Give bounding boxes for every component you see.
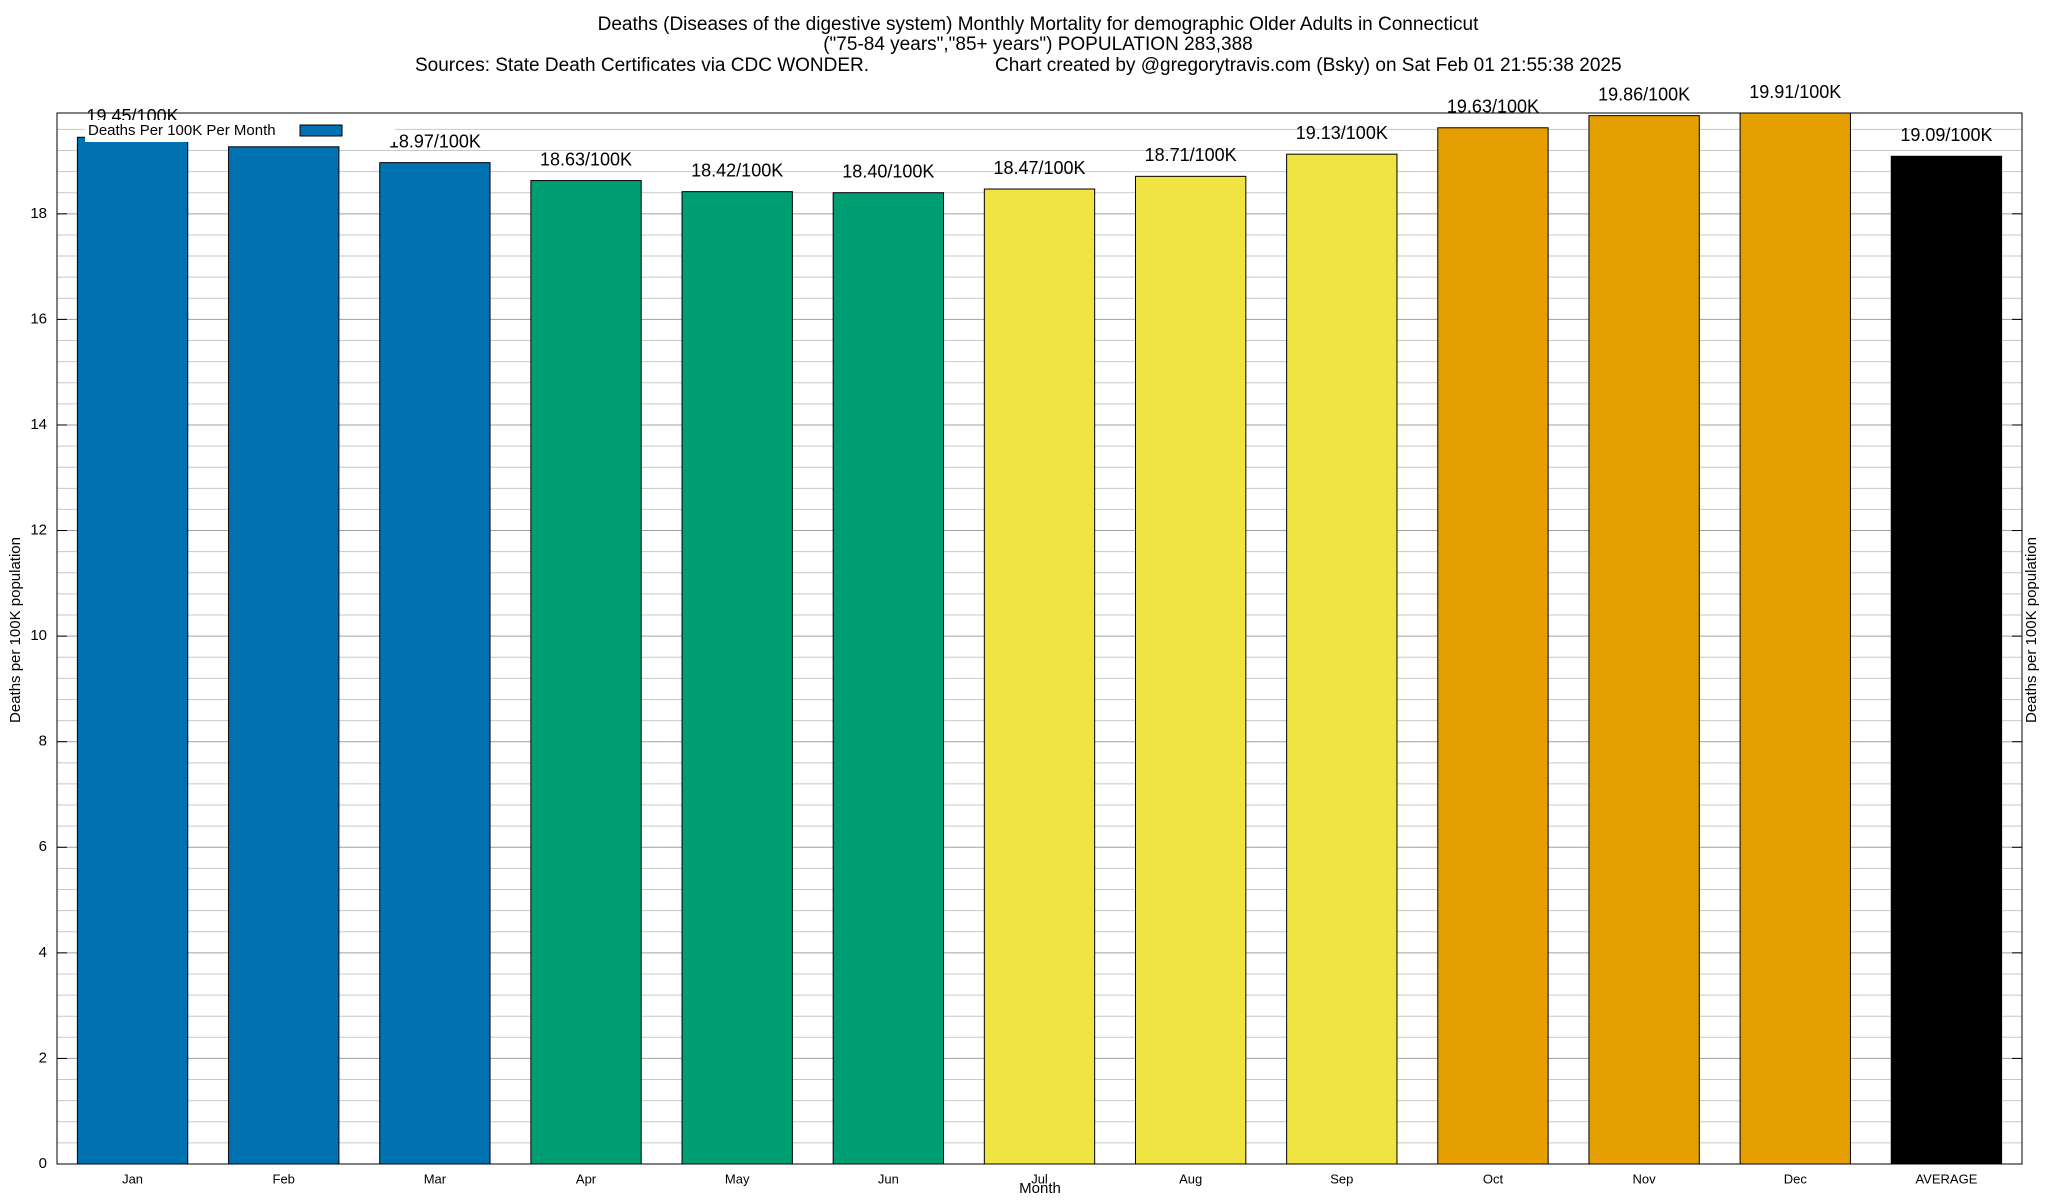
x-tick-label: AVERAGE <box>1915 1171 1977 1186</box>
data-label: 18.71/100K <box>1145 145 1237 165</box>
chart-title: ("75-84 years","85+ years") POPULATION 2… <box>823 34 1253 55</box>
y-tick-label: 14 <box>30 416 47 433</box>
bar <box>983 188 1096 1165</box>
y-tick-label: 18 <box>30 205 47 222</box>
y-tick-label: 12 <box>30 522 47 539</box>
x-tick-label: May <box>725 1171 750 1186</box>
plot-frame <box>56 112 2023 1165</box>
bar <box>1134 175 1247 1165</box>
data-label: 19.91/100K <box>1749 82 1841 102</box>
bar <box>76 136 189 1165</box>
data-label: 18.63/100K <box>540 149 632 169</box>
bar <box>681 191 793 1165</box>
bar <box>1588 115 1700 1165</box>
y-axis-label: Deaths per 100K population <box>7 537 24 723</box>
data-label: 19.09/100K <box>1900 125 1992 145</box>
legend-label: Deaths Per 100K Per Month <box>88 122 276 139</box>
x-tick-label: Feb <box>273 1171 295 1186</box>
data-label: 18.40/100K <box>842 161 934 181</box>
x-tick-label: Aug <box>1179 1171 1202 1186</box>
x-tick-label: Apr <box>576 1171 597 1186</box>
data-label: 18.47/100K <box>993 158 1085 178</box>
y-tick-label: 8 <box>39 733 47 750</box>
x-tick-label: Jun <box>878 1171 899 1186</box>
x-tick-label: Dec <box>1784 1171 1808 1186</box>
y-tick-label: 6 <box>39 838 47 855</box>
data-label: 19.86/100K <box>1598 84 1690 104</box>
x-tick-label: Sep <box>1330 1171 1353 1186</box>
x-tick-label: Nov <box>1633 1171 1657 1186</box>
bar <box>530 180 642 1165</box>
chart-title: Deaths (Diseases of the digestive system… <box>598 14 1479 35</box>
credit: Chart created by @gregorytravis.com (Bsk… <box>995 55 1622 76</box>
data-label: 19.13/100K <box>1296 123 1388 143</box>
bar <box>1890 155 2003 1165</box>
data-label: 18.42/100K <box>691 160 783 180</box>
x-tick-label: Oct <box>1483 1171 1504 1186</box>
legend-swatch <box>299 124 343 137</box>
bar <box>228 146 340 1165</box>
bar <box>1286 153 1398 1165</box>
subtitle: Sources: State Death Certificates via CD… <box>415 55 869 76</box>
y-tick-label: 2 <box>39 1049 47 1066</box>
y-tick-label: 10 <box>30 627 47 644</box>
x-tick-label: Jan <box>122 1171 143 1186</box>
bar <box>1739 112 1851 1165</box>
x-axis-label: Month <box>1019 1180 1061 1197</box>
x-tick-label: Mar <box>424 1171 447 1186</box>
y-tick-label: 16 <box>30 310 47 327</box>
y-tick-label: 4 <box>39 944 47 961</box>
data-label: 19.63/100K <box>1447 97 1539 117</box>
y2-axis-label: Deaths per 100K population <box>2023 537 2040 723</box>
data-label: 18.97/100K <box>389 131 481 151</box>
bar <box>832 192 945 1165</box>
y-tick-label: 0 <box>39 1155 47 1172</box>
bar <box>379 162 491 1165</box>
x-tick-label: Jul <box>1031 1171 1048 1186</box>
bar <box>1437 127 1549 1165</box>
